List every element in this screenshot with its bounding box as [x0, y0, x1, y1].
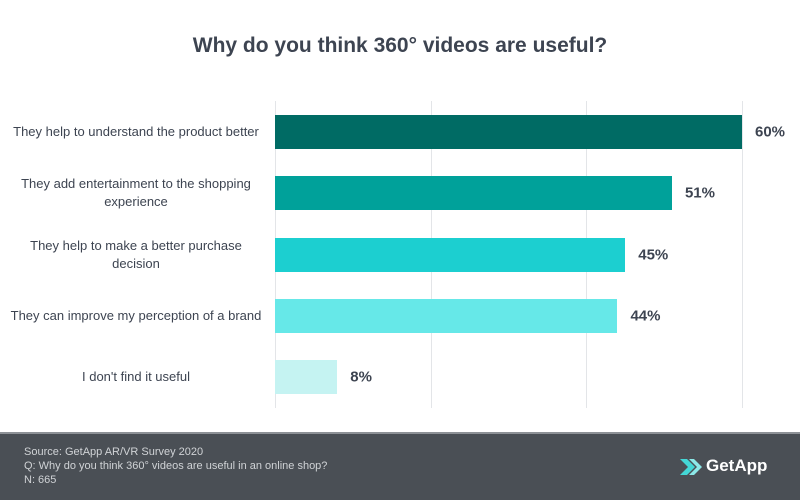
bar: [275, 237, 626, 272]
grid-line: [742, 101, 743, 408]
chart-title: Why do you think 360° videos are useful?: [192, 34, 608, 57]
value-label: 51%: [684, 184, 715, 202]
category-label: They add entertainment to the shopping e…: [21, 176, 251, 210]
footer-note: Q: Why do you think 360° videos are usef…: [24, 460, 328, 472]
footer-note: Source: GetApp AR/VR Survey 2020: [24, 446, 204, 458]
logo-icon: [680, 459, 702, 475]
category-label: They help to understand the product bett…: [13, 123, 259, 139]
bar: [275, 176, 672, 211]
category-label: I don't find it useful: [82, 369, 190, 385]
value-label: 8%: [350, 368, 372, 386]
value-label: 60%: [755, 123, 786, 141]
brand: GetApp: [706, 456, 768, 475]
bar: [275, 114, 742, 149]
chart: Why do you think 360° videos are useful?…: [10, 34, 786, 408]
category-label: They help to make a better purchase deci…: [30, 237, 242, 271]
value-label: 44%: [630, 307, 661, 325]
footer-note: N: 665: [24, 474, 57, 486]
value-label: 45%: [638, 246, 669, 263]
bar: [275, 360, 338, 395]
category-label: They can improve my perception of a bran…: [10, 307, 262, 323]
bar: [275, 298, 618, 333]
footer: GetApp Source: GetApp AR/VR Survey 2020 Q…: [0, 432, 800, 500]
